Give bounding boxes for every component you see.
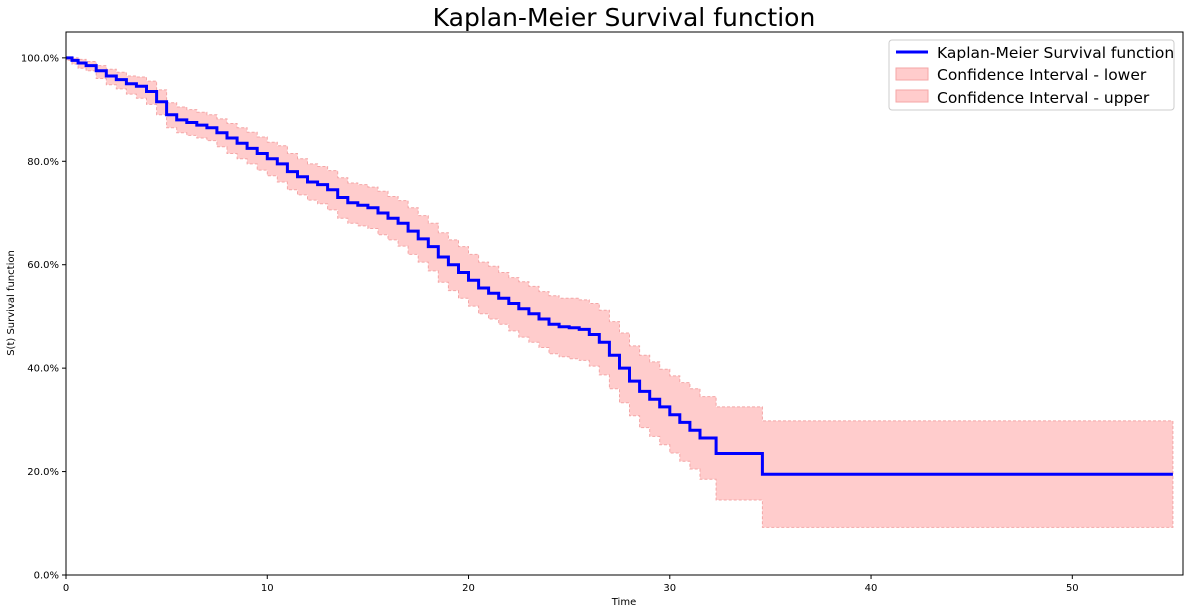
y-axis-label: S(t) Survival function: [6, 250, 17, 356]
axes: [65, 31, 1184, 576]
plot-frame: [65, 31, 1184, 576]
legend-label-ci-upper: Confidence Interval - upper: [937, 89, 1150, 107]
x-tick-label: 0: [63, 583, 69, 594]
y-tick-label: 100.0%: [21, 53, 59, 64]
x-tick-label: 10: [261, 583, 274, 594]
y-tick-label: 60.0%: [27, 260, 59, 271]
y-tick-label: 40.0%: [27, 364, 59, 375]
y-tick-label: 20.0%: [27, 467, 59, 478]
y-tick-label: 80.0%: [27, 157, 59, 168]
legend-box: [888, 39, 1175, 111]
x-axis-label: Time: [611, 597, 636, 608]
plot-area: [65, 56, 1174, 528]
confidence-band: [65, 57, 1174, 528]
legend-label-ci-lower: Confidence Interval - lower: [937, 66, 1147, 84]
y-tick-label: 0.0%: [34, 571, 59, 582]
survival-line: [66, 56, 1173, 476]
x-tick-label: 40: [865, 583, 878, 594]
chart-title: Kaplan-Meier Survival function: [433, 3, 816, 32]
legend-swatch-ci-lower: [895, 67, 929, 81]
x-axis-ticks: 0 10 20 30 40 50: [63, 575, 1079, 594]
y-axis-ticks: 0.0% 20.0% 40.0% 60.0% 80.0% 100.0%: [21, 53, 66, 582]
legend: Kaplan-Meier Survival function Confidenc…: [888, 39, 1175, 111]
x-tick-label: 50: [1066, 583, 1079, 594]
legend-swatch-ci-upper: [895, 89, 929, 103]
legend-label-survival: Kaplan-Meier Survival function: [937, 44, 1174, 62]
x-tick-label: 20: [462, 583, 475, 594]
x-tick-label: 30: [663, 583, 676, 594]
